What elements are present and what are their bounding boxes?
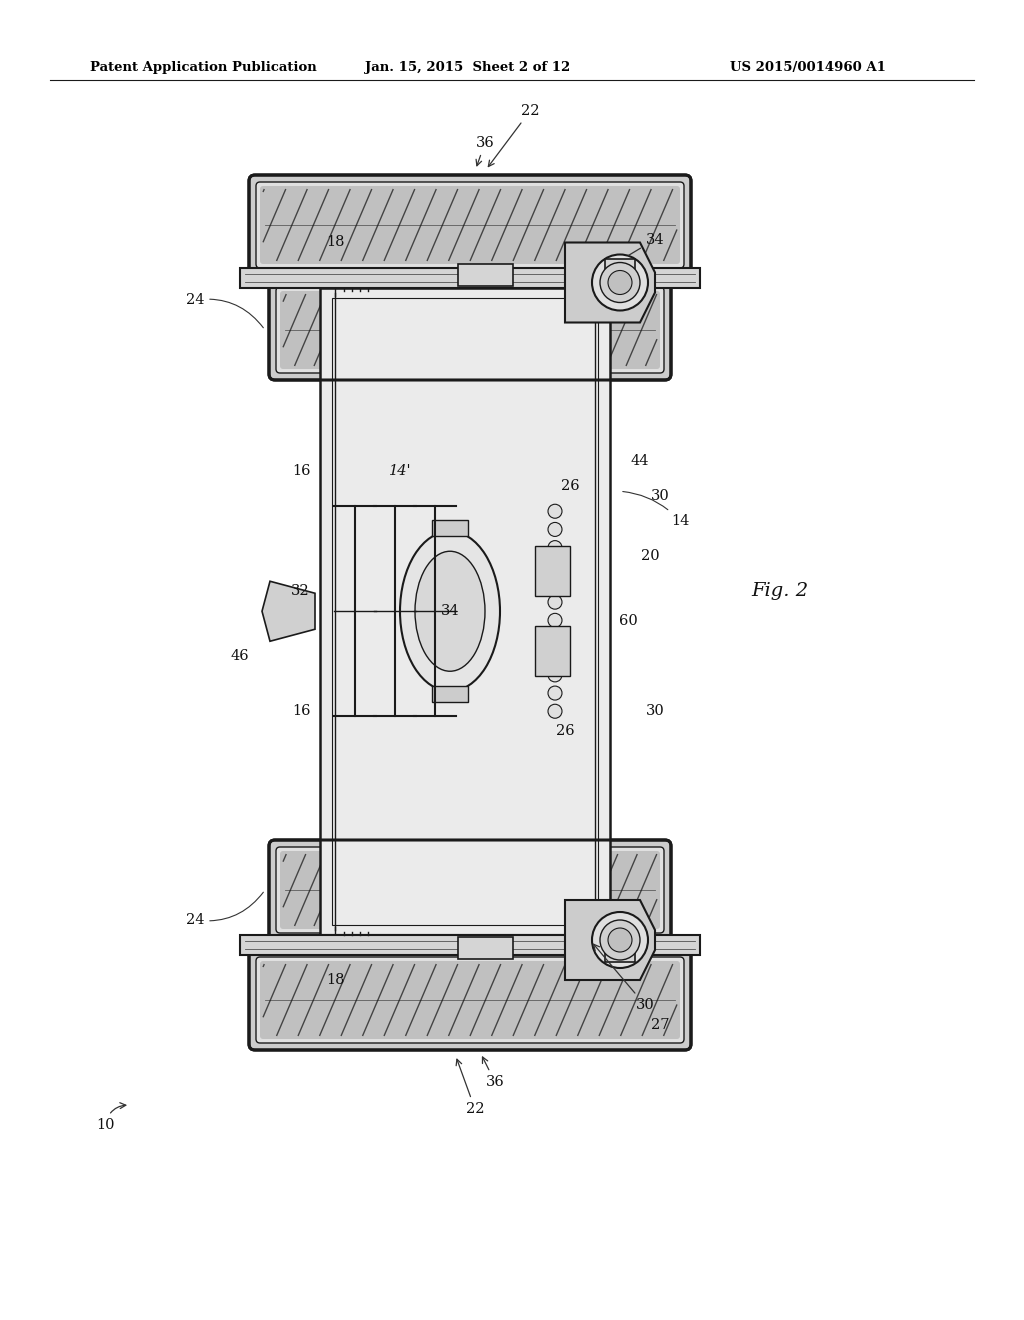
FancyBboxPatch shape bbox=[249, 176, 691, 275]
FancyBboxPatch shape bbox=[276, 847, 664, 933]
Circle shape bbox=[548, 523, 562, 536]
FancyBboxPatch shape bbox=[458, 937, 512, 960]
Circle shape bbox=[600, 920, 640, 960]
Text: 10: 10 bbox=[96, 1102, 126, 1133]
Text: 22: 22 bbox=[488, 104, 540, 166]
FancyBboxPatch shape bbox=[276, 286, 664, 374]
FancyBboxPatch shape bbox=[269, 840, 671, 940]
Circle shape bbox=[548, 705, 562, 718]
Text: 18: 18 bbox=[326, 235, 344, 249]
Text: 22: 22 bbox=[456, 1059, 484, 1115]
FancyBboxPatch shape bbox=[458, 264, 512, 285]
Text: 30: 30 bbox=[650, 490, 670, 503]
FancyBboxPatch shape bbox=[319, 288, 610, 935]
FancyBboxPatch shape bbox=[535, 546, 570, 597]
Circle shape bbox=[600, 263, 640, 302]
FancyBboxPatch shape bbox=[256, 182, 684, 268]
Text: 34: 34 bbox=[440, 605, 460, 618]
Text: 26: 26 bbox=[561, 479, 580, 494]
Text: 36: 36 bbox=[482, 1057, 505, 1089]
FancyBboxPatch shape bbox=[280, 290, 660, 370]
Polygon shape bbox=[262, 581, 315, 642]
Text: Patent Application Publication: Patent Application Publication bbox=[90, 62, 316, 74]
Text: 60: 60 bbox=[618, 614, 637, 628]
Polygon shape bbox=[565, 243, 655, 322]
FancyBboxPatch shape bbox=[240, 268, 700, 288]
Text: 36: 36 bbox=[475, 136, 495, 166]
FancyBboxPatch shape bbox=[260, 961, 680, 1039]
FancyBboxPatch shape bbox=[260, 186, 680, 264]
Circle shape bbox=[548, 504, 562, 519]
Text: 14': 14' bbox=[389, 465, 412, 478]
FancyBboxPatch shape bbox=[280, 851, 660, 929]
Text: 46: 46 bbox=[230, 649, 249, 663]
Text: 24: 24 bbox=[185, 293, 263, 327]
Circle shape bbox=[608, 928, 632, 952]
Text: 27: 27 bbox=[650, 1018, 670, 1032]
Text: 16: 16 bbox=[293, 465, 311, 478]
Polygon shape bbox=[565, 900, 655, 979]
Circle shape bbox=[608, 271, 632, 294]
Text: 16: 16 bbox=[293, 705, 311, 718]
Text: 34: 34 bbox=[629, 232, 665, 255]
Circle shape bbox=[548, 686, 562, 700]
FancyBboxPatch shape bbox=[432, 686, 468, 702]
Text: 30: 30 bbox=[594, 944, 654, 1012]
FancyBboxPatch shape bbox=[432, 520, 468, 536]
Circle shape bbox=[548, 577, 562, 591]
Circle shape bbox=[548, 614, 562, 627]
Ellipse shape bbox=[415, 552, 485, 672]
Circle shape bbox=[592, 255, 648, 310]
Text: 44: 44 bbox=[631, 454, 649, 469]
Circle shape bbox=[548, 668, 562, 682]
Ellipse shape bbox=[400, 531, 500, 692]
FancyBboxPatch shape bbox=[535, 626, 570, 676]
Circle shape bbox=[548, 541, 562, 554]
Text: 20: 20 bbox=[641, 549, 659, 564]
FancyBboxPatch shape bbox=[249, 950, 691, 1049]
FancyBboxPatch shape bbox=[605, 259, 635, 290]
Circle shape bbox=[548, 631, 562, 645]
Text: 14: 14 bbox=[623, 491, 689, 528]
FancyBboxPatch shape bbox=[240, 935, 700, 954]
Text: 26: 26 bbox=[556, 725, 574, 738]
Text: 32: 32 bbox=[291, 585, 309, 598]
FancyBboxPatch shape bbox=[269, 280, 671, 380]
Circle shape bbox=[548, 649, 562, 664]
Circle shape bbox=[592, 912, 648, 968]
Text: Jan. 15, 2015  Sheet 2 of 12: Jan. 15, 2015 Sheet 2 of 12 bbox=[365, 62, 570, 74]
Text: Fig. 2: Fig. 2 bbox=[752, 582, 809, 601]
Text: 24: 24 bbox=[185, 892, 263, 927]
Circle shape bbox=[548, 595, 562, 609]
FancyBboxPatch shape bbox=[256, 957, 684, 1043]
Text: US 2015/0014960 A1: US 2015/0014960 A1 bbox=[730, 62, 886, 74]
Circle shape bbox=[548, 558, 562, 573]
Text: 30: 30 bbox=[645, 705, 665, 718]
Text: 18: 18 bbox=[326, 973, 344, 987]
FancyBboxPatch shape bbox=[605, 931, 635, 962]
